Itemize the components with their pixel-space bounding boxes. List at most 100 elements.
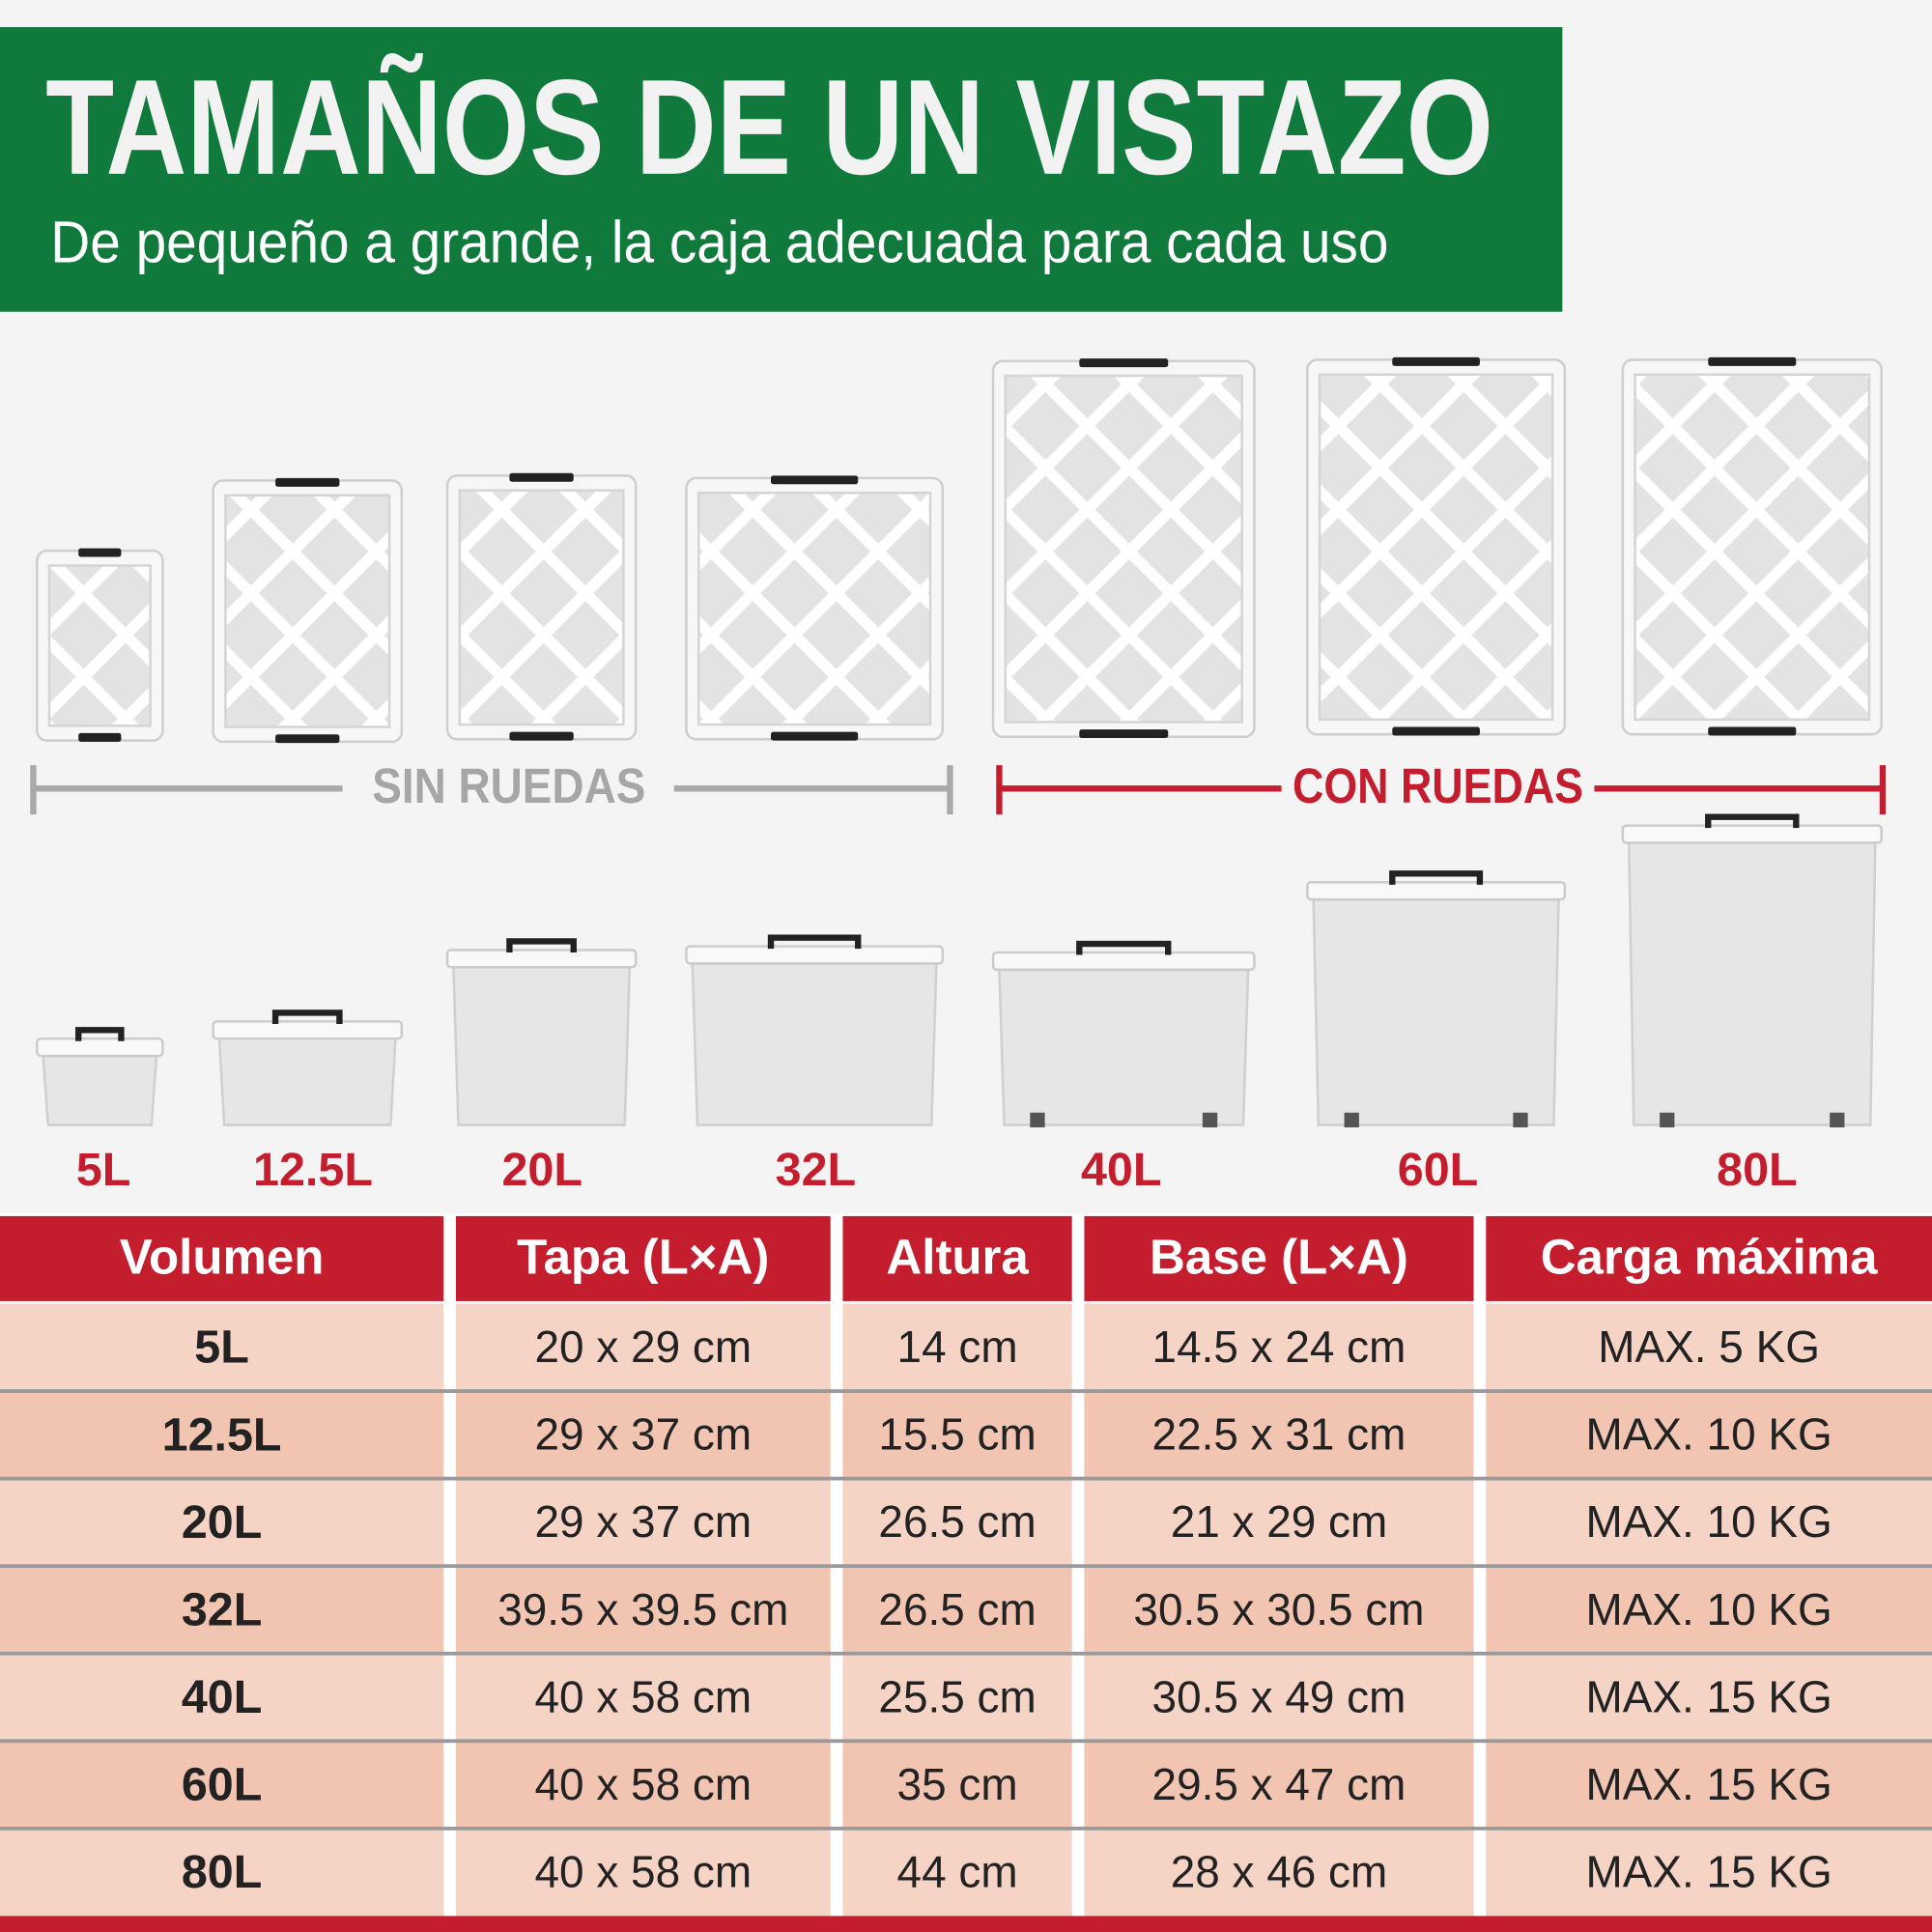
cell-text: 12.5L: [162, 1408, 282, 1461]
cell-text: MAX. 10 KG: [1586, 1496, 1833, 1547]
box-side-lid: [991, 951, 1256, 972]
row-separator: [0, 1739, 1932, 1744]
table-cell: [1084, 1303, 1474, 1392]
table-cell: [842, 1391, 1072, 1479]
box-wheel: [1830, 1112, 1845, 1128]
box-side-handle: [1076, 940, 1172, 955]
header-cell: [0, 1215, 444, 1301]
cell-text: 40L: [182, 1671, 263, 1723]
box-wheel: [1513, 1112, 1528, 1128]
cell-text: 30.5 x 49 cm: [1152, 1671, 1406, 1721]
table-cell: [1486, 1828, 1932, 1917]
box: 60L: [1306, 356, 1567, 1196]
box: 80L: [1621, 356, 1883, 1196]
cell-text: 29 x 37 cm: [535, 1409, 753, 1460]
header-label: Carga máxima: [1541, 1229, 1878, 1284]
table-cell: [1084, 1478, 1474, 1567]
box: 40L: [991, 358, 1256, 1196]
box-lattice: [1318, 373, 1554, 722]
table-cell: [455, 1566, 831, 1654]
box-side-handle: [271, 1009, 343, 1024]
box-side-handle: [1389, 870, 1484, 885]
box-lattice: [1634, 373, 1871, 722]
box-handle: [1708, 356, 1797, 366]
bracket-sin-ruedas: [30, 765, 953, 815]
cell-text: 44 cm: [897, 1846, 1018, 1896]
table-cell: [0, 1741, 444, 1829]
box-side-body: [452, 966, 632, 1126]
box-wheel: [1344, 1112, 1359, 1128]
size-label: 60L: [1398, 1144, 1478, 1196]
table-cell: [1486, 1303, 1932, 1392]
table-cell: [842, 1566, 1072, 1654]
cell-text: MAX. 15 KG: [1586, 1846, 1833, 1896]
box-side-lid: [212, 1020, 404, 1040]
row-separator: [0, 1389, 1932, 1393]
group-label: CON RUEDAS: [1293, 758, 1583, 813]
box-side-body: [42, 1054, 158, 1126]
table-cell: [842, 1478, 1072, 1567]
cell-text: 80L: [182, 1846, 263, 1898]
box-lattice: [696, 491, 932, 726]
box-handle: [771, 475, 859, 485]
table-cell: [455, 1478, 831, 1567]
box-handle: [509, 731, 574, 741]
size-label: 40L: [1081, 1144, 1162, 1196]
box-handle: [1392, 356, 1480, 366]
box-side-lid: [445, 949, 638, 969]
table-cell: [842, 1303, 1072, 1392]
cell-text: 35 cm: [897, 1759, 1018, 1809]
row-separator: [0, 1651, 1932, 1656]
box-wheel: [1202, 1112, 1218, 1128]
table-cell: [0, 1391, 444, 1479]
table-cell: [1084, 1391, 1474, 1479]
box: 20L: [445, 472, 638, 1196]
header-banner: [0, 27, 1563, 312]
table-cell: [455, 1391, 831, 1479]
table-cell: [1084, 1828, 1474, 1917]
cell-text: 60L: [182, 1759, 263, 1811]
table-cell: [1486, 1391, 1932, 1479]
cell-text: MAX. 10 KG: [1586, 1584, 1833, 1634]
box-side-body: [1312, 897, 1560, 1126]
table-cell: [1486, 1741, 1932, 1829]
box-lattice: [458, 489, 625, 726]
cell-text: MAX. 5 KG: [1598, 1321, 1820, 1372]
cell-text: 5L: [194, 1321, 249, 1374]
table-cell: [1084, 1741, 1474, 1829]
box-side-handle: [75, 1027, 125, 1041]
cell-text: MAX. 15 KG: [1586, 1759, 1833, 1809]
cell-text: 26.5 cm: [878, 1496, 1036, 1547]
table-cell: [1084, 1566, 1474, 1654]
table-cell: [0, 1828, 444, 1917]
table-cell: [455, 1741, 831, 1829]
cell-text: 39.5 x 39.5 cm: [497, 1584, 788, 1634]
cell-text: MAX. 15 KG: [1586, 1671, 1833, 1721]
cell-text: 28 x 46 cm: [1171, 1846, 1388, 1896]
box-side-handle: [506, 938, 577, 952]
size-label: 5L: [76, 1144, 131, 1196]
box-side-handle: [767, 934, 862, 950]
box-side-handle: [1705, 813, 1800, 829]
table-cell: [1486, 1653, 1932, 1742]
box-wheel: [1660, 1112, 1675, 1128]
box: 32L: [685, 475, 945, 1196]
box-lattice: [1004, 374, 1243, 724]
cell-text: 22.5 x 31 cm: [1152, 1409, 1406, 1460]
subtitle: De pequeño a grande, la caja adecuada pa…: [50, 209, 1388, 274]
box-side-lid: [35, 1037, 164, 1058]
cell-text: 14 cm: [897, 1321, 1018, 1372]
header-label: Base (L×A): [1150, 1229, 1408, 1284]
size-label: 32L: [776, 1144, 857, 1196]
table-cell: [842, 1828, 1072, 1917]
cell-text: 20 x 29 cm: [535, 1321, 753, 1372]
box-illustrations: 5L 12.5L 20L 32L 40L 60L 80L: [35, 356, 1883, 1196]
box-handle: [771, 731, 859, 741]
cell-text: MAX. 10 KG: [1586, 1409, 1833, 1460]
table-cell: [842, 1653, 1072, 1742]
box-handle: [509, 472, 574, 482]
cell-text: 29 x 37 cm: [535, 1496, 753, 1547]
box: 12.5L: [212, 477, 404, 1196]
group-label: SIN RUEDAS: [372, 758, 645, 813]
